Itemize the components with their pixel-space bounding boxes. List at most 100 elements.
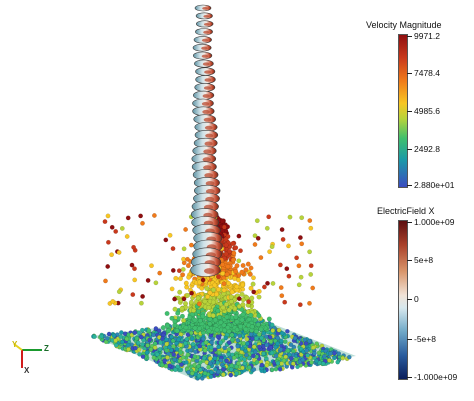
particle: [332, 355, 337, 361]
particle: [218, 319, 224, 325]
particle: [165, 328, 171, 334]
particle: [308, 263, 314, 269]
particle: [244, 336, 250, 342]
particle: [233, 269, 239, 275]
velocity-tick: [407, 185, 412, 186]
particle: [171, 343, 176, 349]
particle: [279, 227, 285, 233]
particle: [340, 355, 346, 361]
beam-disc-core: [202, 94, 210, 98]
particle: [233, 245, 239, 251]
particle: [270, 328, 276, 333]
particle: [281, 358, 287, 363]
particle: [163, 363, 169, 369]
particle: [223, 236, 229, 242]
particle: [308, 271, 314, 277]
particle: [206, 328, 212, 334]
particle: [201, 355, 207, 361]
particle: [92, 334, 97, 340]
particle: [215, 308, 221, 314]
particle: [308, 225, 314, 231]
velocity-tick: [407, 36, 412, 37]
particle: [160, 325, 166, 331]
particle: [239, 317, 245, 323]
efield-colorbar-title: ElectricField X: [377, 206, 435, 216]
orientation-axes: [13, 343, 42, 368]
particle: [234, 371, 239, 376]
particle: [138, 213, 144, 219]
particle: [236, 258, 242, 264]
particle: [158, 340, 163, 346]
particle: [105, 335, 110, 341]
particle: [144, 350, 150, 355]
particle: [288, 342, 294, 348]
particle: [195, 295, 201, 301]
particle: [136, 347, 142, 353]
particle: [297, 302, 303, 308]
particle: [258, 255, 264, 261]
axis-y-label: Y: [12, 340, 18, 349]
beam-disc-core: [205, 133, 214, 138]
particle: [305, 352, 310, 358]
particle: [259, 335, 264, 341]
particle: [113, 228, 119, 234]
particle: [138, 334, 144, 340]
particle: [310, 345, 316, 350]
particle: [175, 364, 180, 369]
particle: [249, 324, 255, 330]
particle: [298, 352, 304, 357]
particle: [229, 332, 235, 338]
particle: [157, 270, 163, 276]
particle: [225, 325, 231, 331]
particle: [278, 338, 284, 344]
velocity-colorbar-title: Velocity Magnitude: [366, 20, 442, 30]
particle: [267, 334, 273, 340]
beam-disc-core: [204, 78, 212, 82]
particle: [110, 298, 116, 304]
beam-disc-core: [202, 157, 211, 162]
particle: [138, 300, 144, 306]
particle: [296, 282, 302, 288]
axis-z-label: Z: [44, 344, 49, 353]
particle: [157, 347, 163, 352]
particle: [228, 299, 234, 305]
particle: [179, 362, 184, 367]
particle: [162, 358, 167, 363]
particle: [278, 285, 284, 290]
particle: [245, 261, 251, 267]
particle: [282, 339, 288, 344]
particle: [106, 331, 112, 337]
particle: [335, 359, 341, 365]
particle: [243, 326, 249, 332]
particle: [255, 322, 261, 328]
particle: [200, 277, 206, 283]
particle: [184, 359, 189, 365]
efield-label-max: 1.000e+09: [414, 217, 455, 227]
velocity-label: 4985.6: [414, 106, 440, 116]
particle: [243, 267, 249, 273]
particle: [304, 348, 310, 353]
beam-disc-core: [201, 38, 209, 42]
particle: [237, 333, 242, 339]
particle: [172, 296, 178, 302]
particle: [299, 241, 305, 247]
particle: [134, 336, 140, 341]
particle: [204, 286, 210, 292]
particle: [109, 252, 115, 258]
particle: [183, 325, 189, 331]
particle: [239, 307, 245, 313]
particle: [172, 357, 177, 363]
particle: [149, 263, 154, 269]
particle: [240, 346, 245, 351]
particle: [178, 350, 183, 355]
particle: [187, 314, 193, 320]
particle: [192, 354, 198, 359]
particle: [207, 356, 213, 361]
particle: [229, 289, 235, 295]
particle: [119, 330, 124, 335]
beam-disc-core: [202, 62, 210, 66]
particle: [230, 257, 236, 263]
particle: [129, 262, 135, 268]
